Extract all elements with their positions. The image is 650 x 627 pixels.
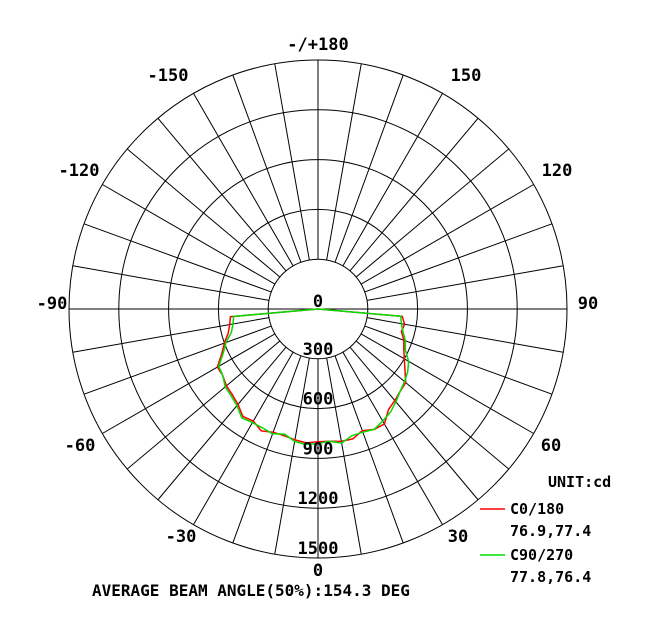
angle-label: -60 — [65, 436, 96, 456]
angle-label: -120 — [59, 161, 100, 181]
grid-spoke — [83, 325, 272, 395]
legend-beam-c90-270: 77.8,76.4 — [510, 568, 591, 586]
grid-spoke — [83, 223, 272, 293]
grid-spoke — [364, 325, 553, 395]
grid-spoke — [72, 317, 270, 353]
grid-spoke — [126, 148, 281, 278]
grid-spoke — [232, 74, 302, 263]
grid-spoke — [274, 63, 310, 261]
average-beam-angle: AVERAGE BEAM ANGLE(50%):154.3 DEG — [92, 581, 410, 600]
angle-label: -90 — [37, 294, 68, 314]
legend-label-c0-180: C0/180 — [510, 500, 564, 518]
angle-label: -/+180 — [287, 35, 348, 55]
angle-label: 90 — [578, 294, 598, 314]
grid-spoke — [157, 117, 287, 272]
grid-spoke — [342, 351, 443, 525]
grid-spoke — [72, 265, 270, 301]
grid-spoke — [102, 333, 276, 434]
grid-spoke — [326, 357, 362, 555]
radial-label: 0 — [313, 292, 323, 312]
grid-spoke — [157, 346, 287, 501]
angle-label: 0 — [313, 561, 323, 581]
legend-label-c90-270: C90/270 — [510, 546, 573, 564]
grid-spoke — [232, 355, 302, 544]
radial-label: 1500 — [298, 539, 339, 559]
grid-spoke — [364, 223, 553, 293]
grid-spoke — [355, 340, 510, 470]
angle-label: 150 — [451, 66, 482, 86]
grid-spoke — [355, 148, 510, 278]
angle-label: 30 — [448, 527, 468, 547]
grid-spoke — [360, 184, 534, 285]
grid-spoke — [326, 63, 362, 261]
angle-label: -150 — [148, 66, 189, 86]
polar-grid — [68, 59, 568, 559]
grid-spoke — [126, 340, 281, 470]
grid-spoke — [366, 265, 564, 301]
legend-beam-c0-180: 76.9,77.4 — [510, 522, 591, 540]
intensity-curves — [216, 308, 410, 446]
curve-c90-270 — [218, 308, 410, 446]
grid-spoke — [360, 333, 534, 434]
radial-label: 300 — [303, 340, 334, 360]
angle-label: -30 — [166, 527, 197, 547]
unit-label: UNIT:cd — [548, 473, 611, 491]
angle-label: 60 — [541, 436, 561, 456]
grid-spoke — [349, 117, 479, 272]
grid-spoke — [193, 351, 294, 525]
grid-spoke — [334, 74, 404, 263]
radial-label: 900 — [303, 439, 334, 459]
angle-label: 120 — [542, 161, 573, 181]
grid-spoke — [102, 184, 276, 285]
radial-tick-labels: 0 300 600 900 1200 1500 — [298, 292, 339, 559]
grid-spoke — [366, 317, 564, 353]
grid-spoke — [193, 93, 294, 267]
radial-label: 1200 — [298, 489, 339, 509]
grid-spoke — [334, 355, 404, 544]
curve-c0-180 — [216, 308, 407, 444]
grid-spoke — [342, 93, 443, 267]
grid-spoke — [274, 357, 310, 555]
grid-spoke — [349, 346, 479, 501]
radial-label: 600 — [303, 390, 334, 410]
